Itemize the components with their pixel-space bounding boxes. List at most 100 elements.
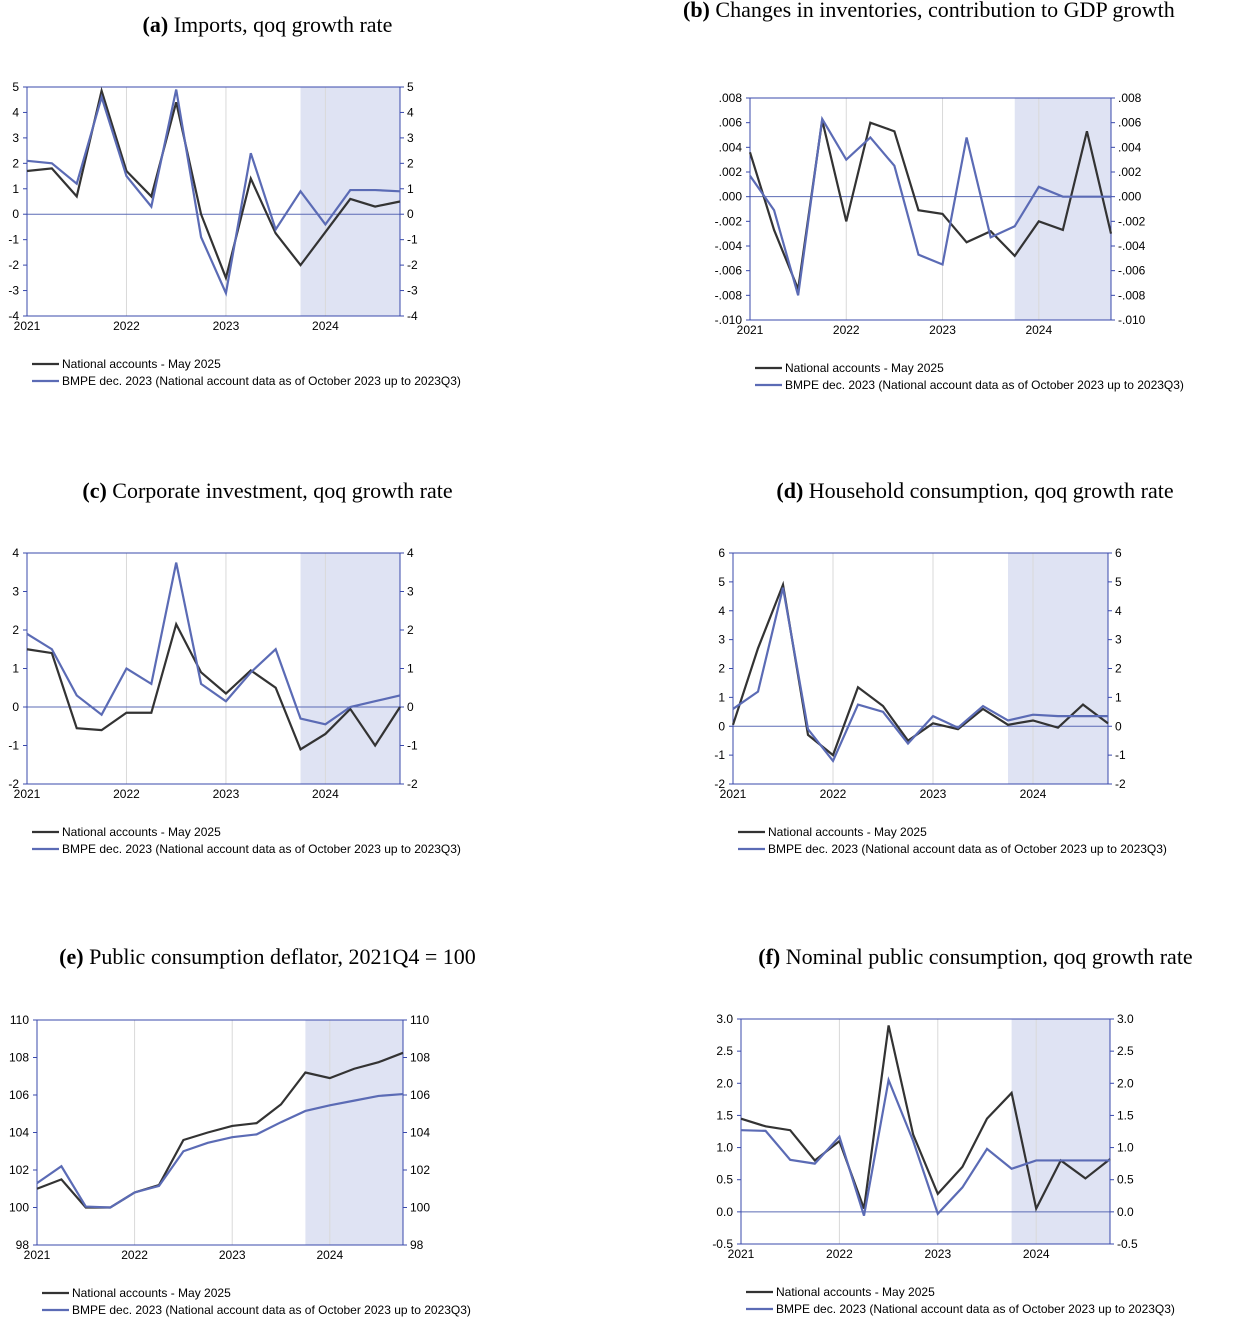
y2-tick-label: 1 [407,182,414,196]
x-tick-label: 2024 [316,1248,343,1262]
legend-label: National accounts - May 2025 [62,357,221,371]
chart-title: (a) Imports, qoq growth rate [10,11,525,39]
x-tick-label: 2022 [121,1248,148,1262]
legend-label: BMPE dec. 2023 (National account data as… [62,842,461,856]
y-tick-label: 4 [718,604,725,618]
y-tick-label: 6 [718,546,725,560]
chart-title: (d) Household consumption, qoq growth ra… [715,477,1235,505]
legend-label: National accounts - May 2025 [768,825,927,839]
y2-tick-label: -2 [407,777,418,791]
y-tick-label: -1 [8,233,19,247]
y-tick-label: 1 [12,662,19,676]
legend-label: BMPE dec. 2023 (National account data as… [72,1303,471,1317]
x-tick-label: 2021 [14,787,41,801]
x-tick-label: 2024 [1023,1247,1050,1261]
y2-tick-label: 110 [410,1013,429,1027]
x-tick-label: 2023 [929,323,956,337]
plot-frame [732,552,1109,785]
y2-tick-label: 2 [407,156,414,170]
y2-tick-label: 0 [407,207,414,221]
y2-tick-label: 98 [410,1238,424,1252]
x-tick-label: 2021 [14,319,41,333]
y2-tick-label: 0 [1115,719,1122,733]
y-tick-label: .004 [719,140,743,154]
x-tick-label: 2022 [833,323,860,337]
series-line [26,89,401,297]
x-tick-label: 2021 [24,1248,51,1262]
title-text: Nominal public consumption, qoq growth r… [785,944,1193,969]
y-tick-label: .000 [719,190,743,204]
y-tick-label: 110 [10,1013,29,1027]
chart-title: (b) Changes in inventories, contribution… [683,0,1235,24]
title-text: Changes in inventories, contribution to … [715,0,1175,22]
y2-tick-label: 4 [407,105,414,119]
y-tick-label: -.004 [715,239,743,253]
y2-tick-label: 104 [410,1126,430,1140]
y2-tick-label: .000 [1118,190,1142,204]
y-tick-label: -1 [8,739,19,753]
y2-tick-label: 4 [407,546,414,560]
y-tick-label: 1.0 [716,1141,733,1155]
series-line [740,1025,1111,1212]
y2-tick-label: 3 [1115,633,1122,647]
y2-tick-label: 0.5 [1117,1173,1134,1187]
y-tick-label: 3 [12,585,19,599]
y-tick-label: 104 [9,1126,29,1140]
plot-frame [26,552,401,785]
shaded-region [1011,1019,1110,1244]
y-tick-label: -2 [714,777,725,791]
y-tick-label: 5 [12,80,19,94]
title-text: Corporate investment, qoq growth rate [112,478,453,503]
x-tick-label: 2024 [312,787,339,801]
y-tick-label: 3 [718,633,725,647]
x-tick-label: 2023 [924,1247,951,1261]
y2-tick-label: -0.5 [1117,1237,1138,1251]
y-tick-label: -.008 [715,288,743,302]
y2-tick-label: .008 [1118,91,1142,105]
y-tick-label: 4 [12,105,19,119]
y-tick-label: 2.5 [716,1044,733,1058]
series-line [749,115,1111,296]
shaded-region [1008,553,1108,784]
y2-tick-label: 108 [410,1051,430,1065]
y2-tick-label: -2 [1115,777,1126,791]
shaded-region [305,1020,403,1245]
y2-tick-label: 102 [410,1163,430,1177]
y2-tick-label: -4 [407,309,418,323]
y2-tick-label: 6 [1115,546,1122,560]
x-tick-label: 2022 [113,319,140,333]
panel-label: (f) [758,944,781,969]
title-text: Imports, qoq growth rate [173,12,393,37]
legend-label: National accounts - May 2025 [62,825,221,839]
x-tick-label: 2021 [728,1247,755,1261]
y-tick-label: 100 [9,1201,29,1215]
y-tick-label: -.006 [715,264,743,278]
chart-title: (f) Nominal public consumption, qoq grow… [712,943,1239,971]
legend-label: BMPE dec. 2023 (National account data as… [62,374,461,388]
y-tick-label: 2 [718,662,725,676]
y2-tick-label: 100 [410,1201,430,1215]
y2-tick-label: 106 [410,1088,430,1102]
y2-tick-label: 1.0 [1117,1141,1134,1155]
chart-title: (c) Corporate investment, qoq growth rat… [10,477,525,505]
shaded-region [300,553,400,784]
x-tick-label: 2022 [826,1247,853,1261]
legend-label: National accounts - May 2025 [72,1286,231,1300]
series-line [26,621,401,751]
y2-tick-label: 1 [1115,690,1122,704]
y2-tick-label: 3 [407,131,414,145]
y2-tick-label: 5 [1115,575,1122,589]
legend-label: BMPE dec. 2023 (National account data as… [768,842,1167,856]
y2-tick-label: -.010 [1118,313,1146,327]
y-tick-label: 2 [12,623,19,637]
y2-tick-label: -1 [1115,748,1126,762]
y2-tick-label: 0.0 [1117,1205,1134,1219]
y-tick-label: .002 [719,165,743,179]
y2-tick-label: -2 [407,258,418,272]
y-tick-label: 3 [12,131,19,145]
x-tick-label: 2024 [312,319,339,333]
y2-tick-label: -.004 [1118,239,1146,253]
y-tick-label: 108 [9,1051,29,1065]
y2-tick-label: -1 [407,233,418,247]
